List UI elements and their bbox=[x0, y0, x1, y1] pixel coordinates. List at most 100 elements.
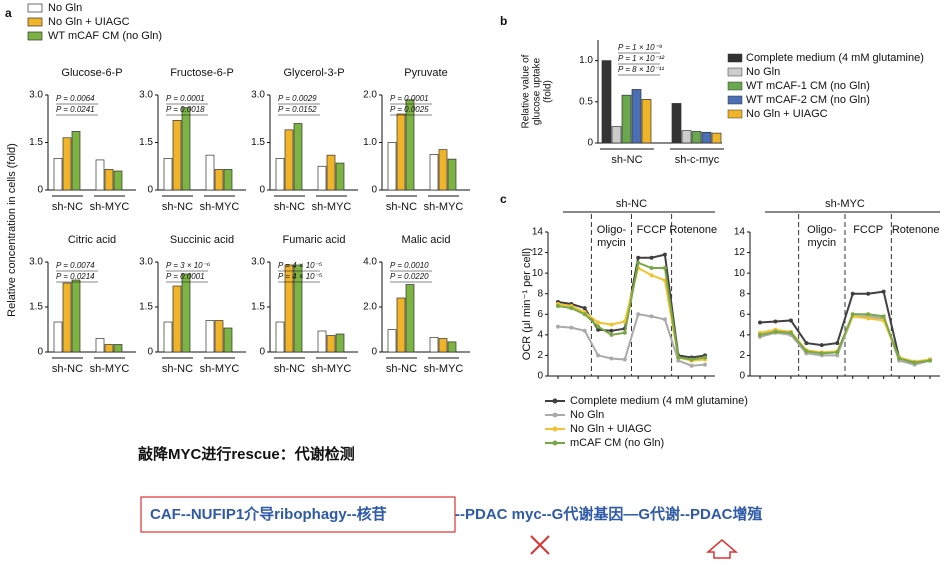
y-tick-label: 8 bbox=[537, 288, 543, 299]
point bbox=[649, 266, 654, 270]
bar bbox=[205, 154, 215, 191]
legend-swatch bbox=[727, 53, 743, 63]
y-tick-label: 0 bbox=[739, 371, 745, 382]
bar bbox=[601, 60, 612, 144]
legend-swatch bbox=[27, 3, 43, 13]
bar bbox=[641, 98, 652, 144]
summary-part: --PDAC myc--G代谢基因—G代谢--PDAC增殖 bbox=[455, 505, 763, 523]
y-tick-label: 3.0 bbox=[251, 257, 265, 268]
y-tick-label: 1.5 bbox=[139, 137, 153, 148]
legend-label: No Gln bbox=[570, 409, 604, 421]
point bbox=[850, 312, 855, 317]
y-tick-label: 0 bbox=[371, 185, 377, 196]
y-tick-label: 0 bbox=[259, 347, 265, 358]
point bbox=[866, 312, 871, 317]
y-tick-label: 3.0 bbox=[139, 257, 153, 268]
y-tick-label: 0 bbox=[371, 347, 377, 358]
x-tick-label: sh-NC bbox=[52, 363, 83, 375]
line bbox=[759, 315, 931, 366]
bar bbox=[53, 321, 63, 353]
phase-label: FCCP bbox=[853, 224, 883, 236]
legend-label: No Gln + UIAGC bbox=[746, 108, 828, 120]
legend-label: No Gln bbox=[48, 2, 82, 14]
legend-label: No Gln bbox=[746, 66, 780, 78]
point bbox=[609, 322, 614, 327]
bar bbox=[214, 169, 224, 191]
bar bbox=[181, 273, 191, 353]
p-value: P = 0.0074 bbox=[56, 261, 95, 270]
point bbox=[609, 356, 614, 361]
point bbox=[912, 360, 917, 365]
y-tick-label: 0 bbox=[37, 185, 43, 196]
point bbox=[804, 341, 809, 346]
p-value: P = 0.0064 bbox=[56, 94, 95, 103]
bar bbox=[681, 130, 692, 144]
point bbox=[773, 329, 778, 334]
x-tick-label: sh-MYC bbox=[424, 201, 464, 213]
y-tick-label: 14 bbox=[734, 227, 746, 238]
y-tick-label: 3.0 bbox=[29, 90, 43, 101]
chart-title: Fumaric acid bbox=[283, 234, 346, 246]
p-value: P = 0.0010 bbox=[390, 261, 429, 270]
bar bbox=[223, 327, 233, 353]
point bbox=[649, 273, 654, 278]
phase-label: FCCP bbox=[637, 224, 667, 236]
y-tick-label: 0 bbox=[37, 347, 43, 358]
legend-label: Complete medium (4 mM glutamine) bbox=[746, 52, 924, 64]
x-tick-label: sh-NC bbox=[611, 154, 642, 166]
bar bbox=[326, 154, 336, 191]
bar bbox=[113, 170, 123, 191]
y-axis-label: glucose uptake bbox=[532, 57, 543, 125]
point bbox=[866, 316, 871, 321]
bar bbox=[387, 329, 397, 353]
bar bbox=[95, 338, 105, 353]
point bbox=[569, 306, 574, 311]
point bbox=[758, 332, 762, 337]
point bbox=[622, 330, 627, 335]
bar bbox=[275, 321, 285, 353]
bar bbox=[95, 159, 105, 191]
cross-icon bbox=[530, 535, 550, 555]
phase-label: Oligo- bbox=[807, 224, 837, 236]
point bbox=[636, 260, 641, 265]
bar bbox=[701, 131, 712, 144]
bar bbox=[284, 264, 294, 353]
point bbox=[788, 318, 793, 323]
y-tick-label: 12 bbox=[734, 247, 746, 258]
y-tick-label: 2 bbox=[739, 350, 745, 361]
x-tick-label: sh-NC bbox=[274, 363, 305, 375]
legend-swatch bbox=[727, 95, 743, 105]
chart-title: Glucose-6-P bbox=[61, 67, 122, 79]
chart-title: Pyruvate bbox=[404, 67, 447, 79]
y-tick-label: 0 bbox=[147, 185, 153, 196]
point bbox=[582, 306, 587, 311]
legend-label: mCAF CM (no Gln) bbox=[570, 437, 664, 449]
y-axis-label: Relative value of bbox=[521, 54, 532, 128]
p-value: P = 0.0001 bbox=[166, 94, 205, 103]
legend-label: WT mCAF CM (no Gln) bbox=[48, 30, 162, 42]
point bbox=[928, 358, 932, 363]
point bbox=[649, 255, 654, 260]
y-axis-label: (fold) bbox=[543, 80, 554, 103]
point bbox=[819, 351, 824, 356]
point bbox=[556, 304, 560, 309]
point bbox=[850, 291, 855, 296]
panel-label: b bbox=[500, 14, 507, 28]
point bbox=[596, 353, 601, 358]
bar bbox=[396, 297, 406, 353]
bar bbox=[275, 157, 285, 191]
point bbox=[835, 350, 840, 355]
bar bbox=[711, 132, 722, 144]
x-tick-label: sh-MYC bbox=[312, 363, 352, 375]
p-value: P = 0.0029 bbox=[278, 94, 317, 103]
y-tick-label: 4 bbox=[739, 329, 745, 340]
p-value: P = 0.0220 bbox=[390, 272, 429, 281]
y-tick-label: 3.0 bbox=[251, 90, 265, 101]
bar bbox=[691, 131, 702, 144]
point bbox=[881, 314, 886, 319]
point bbox=[676, 358, 681, 363]
bar bbox=[438, 338, 448, 353]
y-tick-label: 1.0 bbox=[579, 55, 593, 66]
point bbox=[556, 324, 560, 329]
